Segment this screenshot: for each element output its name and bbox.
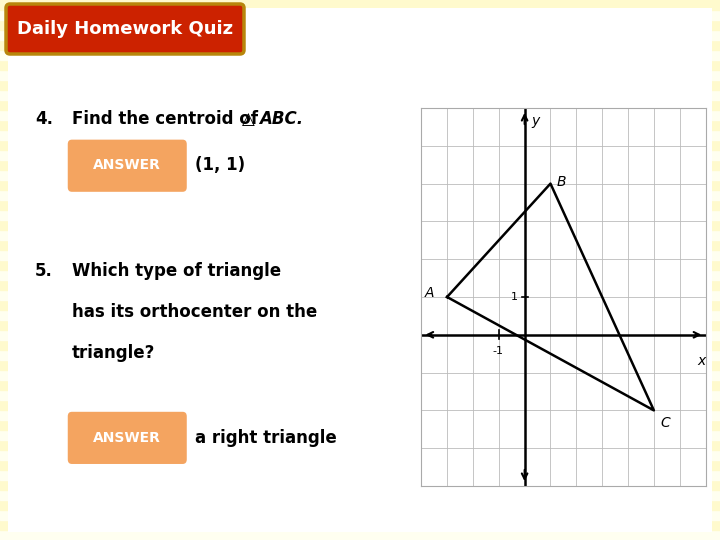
Bar: [0, 260, 720, 270]
Bar: [0, 230, 720, 240]
Bar: [0, 440, 720, 450]
Bar: [0, 60, 720, 70]
Bar: [0, 510, 720, 520]
Bar: [0, 380, 720, 390]
Text: x: x: [698, 354, 706, 368]
Bar: [0, 370, 720, 380]
Bar: [0, 70, 720, 80]
Bar: [0, 160, 720, 170]
Text: has its orthocenter on the: has its orthocenter on the: [72, 303, 317, 321]
FancyBboxPatch shape: [68, 140, 186, 192]
Bar: [0, 40, 720, 50]
Bar: [0, 190, 720, 200]
Bar: [0, 130, 720, 140]
Bar: [0, 0, 720, 10]
Bar: [0, 170, 720, 180]
Bar: [0, 30, 720, 40]
Bar: [0, 120, 720, 130]
Bar: [0, 20, 720, 30]
Bar: [0, 300, 720, 310]
FancyBboxPatch shape: [68, 412, 186, 464]
Text: 1: 1: [511, 292, 518, 302]
Bar: [0, 500, 720, 510]
Bar: [0, 270, 720, 280]
Bar: [0, 330, 720, 340]
Bar: [0, 110, 720, 120]
Bar: [0, 90, 720, 100]
Text: A: A: [425, 286, 434, 300]
Bar: [0, 520, 720, 530]
Bar: [0, 410, 720, 420]
Text: ANSWER: ANSWER: [94, 159, 161, 172]
Bar: [0, 470, 720, 480]
Bar: [0, 420, 720, 430]
Text: y: y: [531, 114, 539, 127]
Bar: [0, 140, 720, 150]
Bar: [0, 250, 720, 260]
Text: (1, 1): (1, 1): [195, 157, 245, 174]
Bar: [0, 290, 720, 300]
Bar: [0, 480, 720, 490]
Text: triangle?: triangle?: [72, 344, 156, 362]
FancyBboxPatch shape: [8, 8, 712, 532]
Bar: [0, 200, 720, 210]
Text: ANSWER: ANSWER: [94, 431, 161, 444]
Bar: [0, 360, 720, 370]
Bar: [0, 100, 720, 110]
Bar: [0, 80, 720, 90]
Bar: [0, 430, 720, 440]
Bar: [0, 240, 720, 250]
Bar: [0, 390, 720, 400]
Bar: [0, 400, 720, 410]
Bar: [0, 50, 720, 60]
Bar: [0, 340, 720, 350]
Bar: [0, 220, 720, 230]
Bar: [0, 460, 720, 470]
Text: C: C: [660, 416, 670, 430]
Bar: [0, 180, 720, 190]
Bar: [0, 350, 720, 360]
Bar: [0, 150, 720, 160]
Text: -1: -1: [492, 346, 503, 356]
Text: ABC.: ABC.: [259, 110, 304, 128]
Bar: [0, 210, 720, 220]
Text: a right triangle: a right triangle: [195, 429, 337, 447]
Text: △: △: [242, 110, 255, 128]
Text: Daily Homework Quiz: Daily Homework Quiz: [17, 20, 233, 38]
Bar: [0, 10, 720, 20]
Text: Which type of triangle: Which type of triangle: [72, 262, 281, 280]
Bar: [0, 320, 720, 330]
Bar: [0, 310, 720, 320]
Text: Find the centroid of: Find the centroid of: [72, 110, 264, 128]
Bar: [0, 280, 720, 290]
Bar: [0, 490, 720, 500]
Text: 4.: 4.: [35, 110, 53, 128]
Text: 5.: 5.: [35, 262, 53, 280]
Bar: [0, 450, 720, 460]
Text: B: B: [557, 175, 567, 188]
Bar: [0, 530, 720, 540]
FancyBboxPatch shape: [6, 4, 244, 54]
